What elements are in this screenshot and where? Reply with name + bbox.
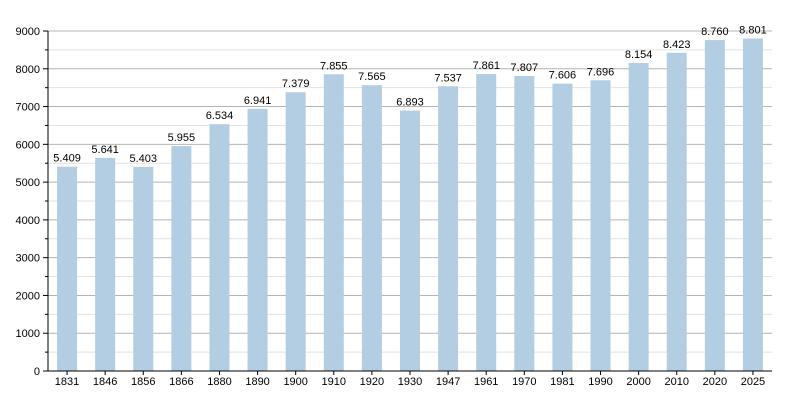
bar-1856 <box>133 166 154 371</box>
bar-1900 <box>285 92 306 371</box>
x-tick-label-2010: 2010 <box>664 376 688 388</box>
y-tick-label: 1000 <box>16 328 40 340</box>
bar-2000 <box>628 62 649 372</box>
data-label-1831: 5.409 <box>53 153 81 165</box>
bar-1831 <box>57 166 78 371</box>
data-label-1930: 6.893 <box>396 97 424 109</box>
x-tick-label-1910: 1910 <box>322 376 346 388</box>
bar-1880 <box>209 124 230 371</box>
bar-2020 <box>704 40 725 372</box>
x-tick-label-1961: 1961 <box>474 376 498 388</box>
x-tick-label-1856: 1856 <box>131 376 155 388</box>
bar-1947 <box>438 86 459 371</box>
data-label-1990: 7.696 <box>587 66 615 78</box>
x-tick-label-1880: 1880 <box>207 376 231 388</box>
x-tick-label-1900: 1900 <box>283 376 307 388</box>
data-label-1970: 7.807 <box>511 62 539 74</box>
bar-1846 <box>95 157 116 371</box>
data-label-1866: 5.955 <box>168 132 196 144</box>
data-label-1981: 7.606 <box>549 70 577 82</box>
bar-1981 <box>552 83 573 371</box>
x-tick-label-1920: 1920 <box>360 376 384 388</box>
y-tick-label: 0 <box>34 366 40 378</box>
x-tick-label-2000: 2000 <box>626 376 650 388</box>
data-label-2000: 8.154 <box>625 49 653 61</box>
y-tick-label: 7000 <box>16 102 40 114</box>
y-tick-label: 3000 <box>16 253 40 265</box>
data-label-1947: 7.537 <box>434 72 462 84</box>
bar-2010 <box>666 52 687 371</box>
bar-1961 <box>476 74 497 371</box>
data-label-1910: 7.855 <box>320 60 348 72</box>
bar-1930 <box>400 110 420 371</box>
data-label-2020: 8.760 <box>701 26 729 38</box>
bar-1970 <box>514 76 535 372</box>
y-tick-label: 4000 <box>16 215 40 227</box>
data-label-2010: 8.423 <box>663 39 691 51</box>
y-tick-label: 9000 <box>16 26 40 38</box>
data-label-1920: 7.565 <box>358 71 386 83</box>
bar-2025 <box>742 38 763 372</box>
y-tick-labels: 0 1000 2000 3000 4000 5000 6000 7000 8000 9000 <box>16 26 40 378</box>
x-tick-label-1981: 1981 <box>550 376 574 388</box>
bar-1920 <box>361 85 382 371</box>
x-tick-label-1866: 1866 <box>169 376 193 388</box>
x-tick-label-1970: 1970 <box>512 376 536 388</box>
axes <box>43 30 772 375</box>
data-label-1856: 5.403 <box>129 153 157 165</box>
data-label-1961: 7.861 <box>472 60 500 72</box>
x-tick-label-1846: 1846 <box>93 376 117 388</box>
x-tick-label-1990: 1990 <box>588 376 612 388</box>
x-tick-label-1831: 1831 <box>55 376 79 388</box>
y-tick-label: 8000 <box>16 64 40 76</box>
data-label-1900: 7.379 <box>282 78 310 90</box>
y-tick-label: 5000 <box>16 177 40 189</box>
bar-1990 <box>590 80 611 372</box>
bars <box>57 38 763 372</box>
x-tick-label-2020: 2020 <box>703 376 727 388</box>
data-label-2025: 8.801 <box>739 25 767 37</box>
bar-1890 <box>247 108 268 371</box>
data-labels: 5.409 5.641 5.403 5.955 6.534 6.941 7.379 7.855… <box>53 25 766 165</box>
x-tick-labels: 1831 1846 1856 1866 1880 1890 1900 1910 1920 1930… <box>55 376 765 388</box>
x-tick-label-2025: 2025 <box>741 376 765 388</box>
data-label-1846: 5.641 <box>91 144 119 156</box>
bar-1910 <box>323 74 344 371</box>
data-label-1880: 6.534 <box>206 110 234 122</box>
x-tick-label-1890: 1890 <box>245 376 269 388</box>
x-tick-label-1930: 1930 <box>398 376 422 388</box>
y-tick-label: 2000 <box>16 290 40 302</box>
y-tick-label: 6000 <box>16 139 40 151</box>
x-tick-label-1947: 1947 <box>436 376 460 388</box>
data-label-1890: 6.941 <box>244 95 272 107</box>
bar-1866 <box>171 146 192 371</box>
